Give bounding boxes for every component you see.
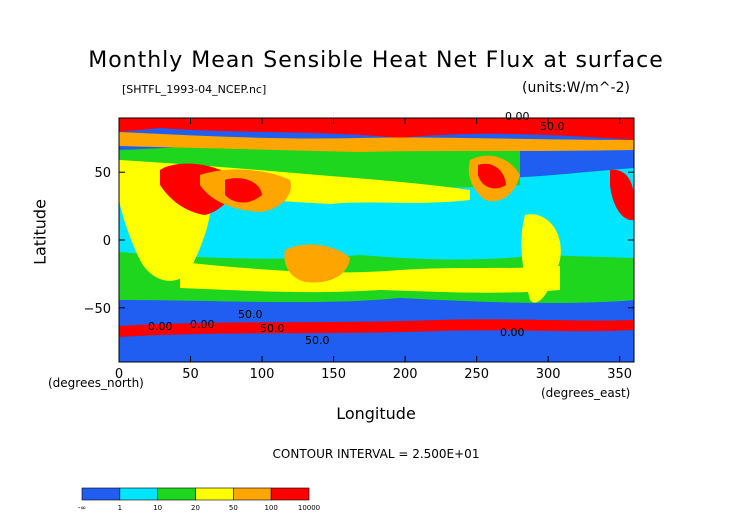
x-tick-label: 250 [464,367,489,382]
colorbar-swatch [81,487,121,501]
contour-label: 0.00 [505,110,530,123]
contour-label: 0.00 [148,320,173,333]
field-arctic-orange [119,132,634,152]
x-tick-label: 100 [250,367,275,382]
x-tick-label: 150 [321,367,346,382]
x-tick-label: 50 [182,367,199,382]
field-east-edge-hot [610,169,634,221]
contour-label: 50.0 [540,120,565,133]
colorbar-swatch [157,487,196,501]
colorbar-tick-label: 20 [191,504,200,512]
colorbar-tick-label: 1 [118,504,122,512]
colorbar-swatch [195,487,234,501]
file-label: [SHTFL_1993-04_NCEP.nc] [122,83,267,96]
contour-interval: CONTOUR INTERVAL = 2.500E+01 [272,447,480,461]
field-south-america [521,214,561,303]
x-unit-label: (degrees_east) [541,386,631,400]
colorbar-swatch [119,487,158,501]
field-arabia-hot [225,178,262,203]
axis-ticks: 0 50 100 150 200 250 300 350 50 0 −50 [84,118,634,382]
colorbar-tick-label: -∞ [78,504,86,512]
field-arctic-band [119,118,634,140]
chart-title: Monthly Mean Sensible Heat Net Flux at s… [88,48,664,73]
field-north-america-hot [478,163,506,189]
units-label: (units:W/m^-2) [522,80,630,96]
colorbar-tick-label: 100 [264,504,277,512]
field-band-yellow-south [180,262,560,293]
y-tick-label: 50 [94,166,111,181]
y-tick-label: −50 [84,302,111,317]
x-tick-label: 300 [536,367,561,382]
x-axis-label: Longitude [336,404,416,423]
field-antarctic [119,325,634,362]
contour-label: 0.00 [190,318,215,331]
contour-label: 0.00 [500,326,525,339]
colorbar-tick-label: 50 [229,504,238,512]
colorbar-swatch [233,487,272,501]
colorbar: -∞ 1 10 20 50 100 10000 [78,487,320,512]
field-australia [284,244,350,283]
y-unit-label: (degrees_north) [48,376,144,390]
contour-label: 50.0 [305,334,330,347]
colorbar-tick-label: 10000 [298,504,320,512]
contour-label: 50.0 [260,322,285,335]
colorbar-swatch [270,487,310,501]
colorbar-tick-label: 10 [153,504,162,512]
field-layer [119,118,634,362]
x-tick-label: 0 [115,367,123,382]
field-antarctic-edge [119,319,634,337]
contour-label: 50.0 [238,308,263,321]
x-tick-label: 200 [393,367,418,382]
x-tick-label: 350 [607,367,632,382]
y-tick-label: 0 [103,234,111,249]
